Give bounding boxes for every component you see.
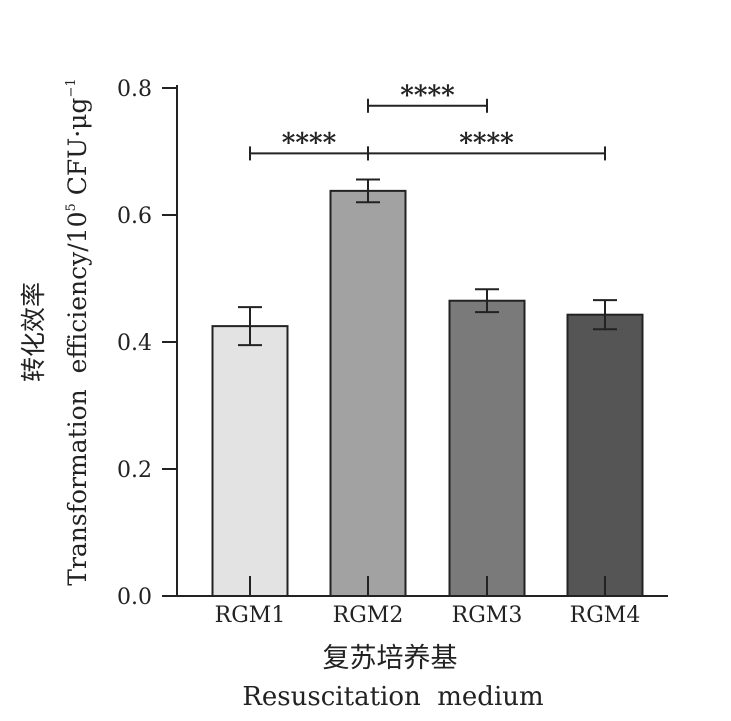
y-axis-label-main: Transformation efficiency/10 <box>63 212 92 586</box>
y-axis-label-cn: 转化效率 <box>19 282 48 382</box>
x-axis-label-cn: 复苏培养基 <box>323 643 458 674</box>
significance-label: **** <box>459 128 514 158</box>
y-tick-label: 0.6 <box>117 204 152 229</box>
bars-group <box>211 189 644 597</box>
y-axis-label-en: Transformation efficiency/105 CFU·μg−1 <box>52 55 92 626</box>
error-bars-group <box>238 178 617 347</box>
y-axis-label-unit: CFU·μg <box>63 98 92 204</box>
significance-label: **** <box>400 81 455 111</box>
y-ticks-group: 0.0 0.2 0.4 0.6 0.8 <box>117 77 177 610</box>
x-tick-label: RGM1 <box>215 603 286 628</box>
x-axis-label-en: Resuscitation medium <box>242 682 543 712</box>
x-ticks-group: RGM1 RGM2 RGM3 RGM4 <box>215 576 641 628</box>
y-tick-label: 0.8 <box>117 77 152 102</box>
y-tick-label: 0.4 <box>117 331 152 356</box>
y-axis-label-unit-exp: −1 <box>64 78 79 97</box>
y-axis-label-exp: 5 <box>64 203 79 211</box>
x-tick-label: RGM3 <box>452 603 523 628</box>
significance-group: **** ******** <box>249 81 606 161</box>
axes-group <box>176 85 668 597</box>
x-tick-label: RGM2 <box>333 603 404 628</box>
y-tick-label: 0.2 <box>117 458 152 483</box>
bar-rgm2 <box>329 189 407 597</box>
y-tick-label: 0.0 <box>117 585 152 610</box>
significance-label: **** <box>282 128 337 158</box>
bar-rgm3 <box>448 299 526 597</box>
bar-rgm4 <box>566 313 644 597</box>
bar-rgm1 <box>211 325 289 597</box>
x-tick-label: RGM4 <box>570 603 641 628</box>
